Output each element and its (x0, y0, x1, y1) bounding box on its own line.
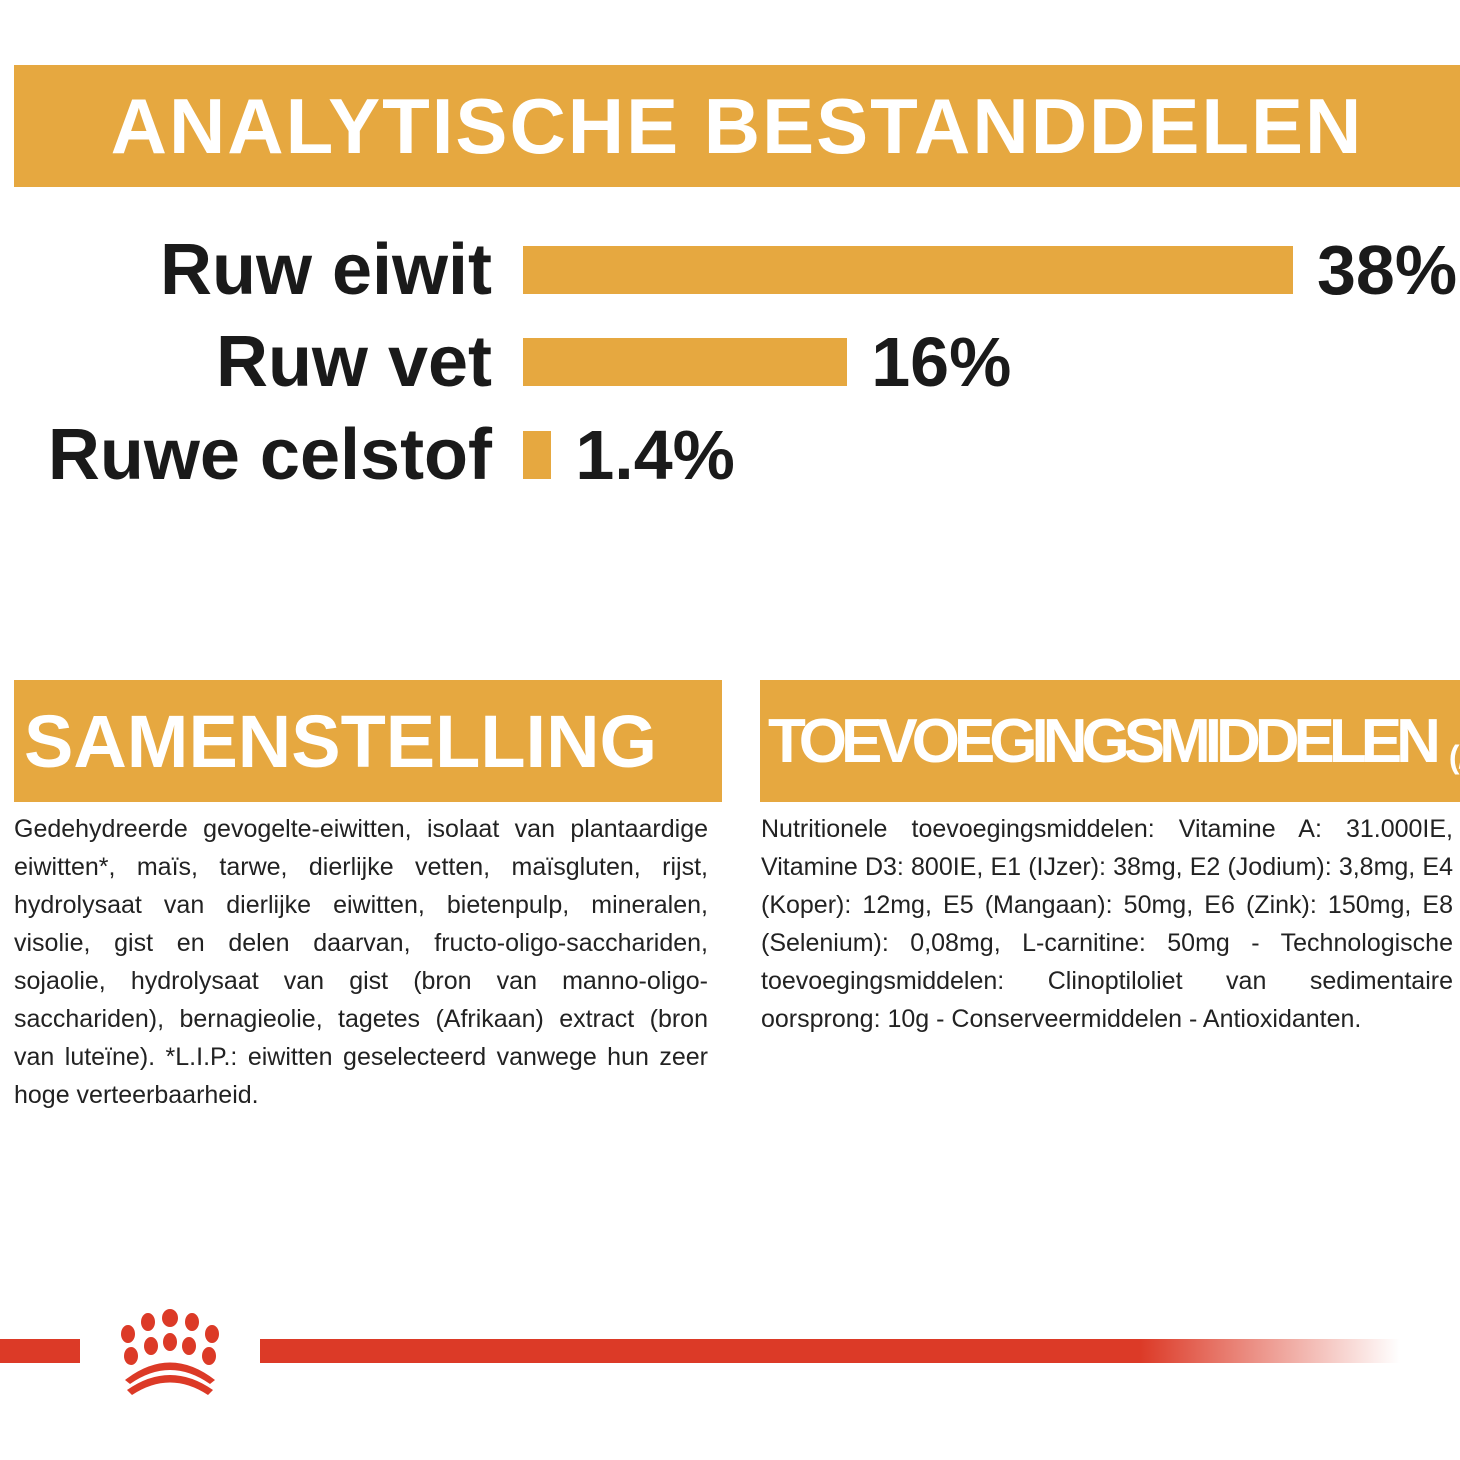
composition-header: SAMENSTELLING (14, 680, 722, 802)
composition-title: SAMENSTELLING (24, 699, 658, 783)
additives-header: TOEVOEGINGSMIDDELEN (/kg) (760, 680, 1460, 802)
bar (523, 431, 552, 479)
category-label: Ruw eiwit (159, 230, 492, 310)
value-label: 16% (871, 323, 1012, 401)
value-label: 1.4% (575, 416, 735, 494)
additives-unit: (/kg) (1448, 739, 1460, 775)
chart-row: Ruwe celstof 1.4% (0, 410, 1460, 500)
chart-row: Ruw eiwit 38% (0, 225, 1460, 315)
bar (523, 338, 848, 386)
analytical-constituents-header: ANALYTISCHE BESTANDDELEN (14, 65, 1460, 187)
additives-title: TOEVOEGINGSMIDDELEN (768, 706, 1441, 776)
header-title: ANALYTISCHE BESTANDDELEN (110, 81, 1364, 170)
additives-text: Nutritionele toevoegingsmiddelen: Vitami… (761, 815, 1453, 1033)
value-label: 38% (1317, 231, 1458, 309)
crown-logo-icon (80, 1300, 260, 1400)
bar (523, 246, 1293, 294)
category-label: Ruw vet (215, 322, 492, 402)
composition-text: Gedehydreerde gevogelte-eiwitten, isolaa… (14, 815, 708, 1109)
chart-row: Ruw vet 16% (0, 317, 1460, 407)
category-label: Ruwe celstof (47, 415, 492, 495)
